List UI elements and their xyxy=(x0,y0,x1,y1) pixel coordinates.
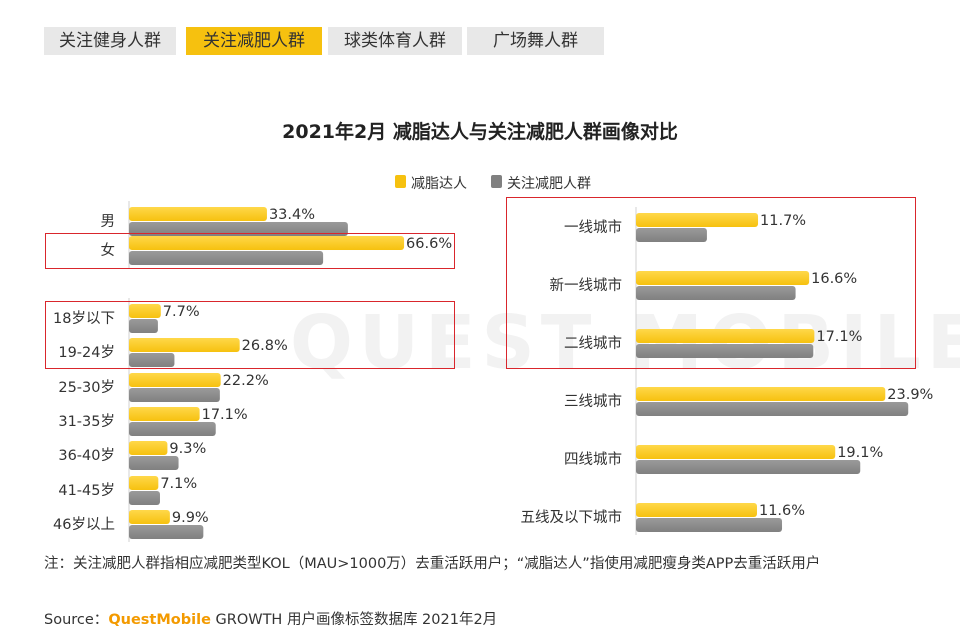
city_tier-bar-followers xyxy=(636,344,814,358)
age-bar-dieters xyxy=(129,476,159,490)
tab-fitness[interactable]: 关注健身人群 xyxy=(44,27,176,55)
city_tier-value-label: 11.6% xyxy=(759,503,805,519)
legend-label-a: 减脂达人 xyxy=(411,176,467,192)
city_tier-category-label: 五线及以下城市 xyxy=(521,509,623,526)
age-value-label: 17.1% xyxy=(202,407,248,423)
source-suffix: GROWTH 用户画像标签数据库 2021年2月 xyxy=(210,612,498,628)
gender-bar-followers xyxy=(129,222,348,236)
age-bar-followers xyxy=(129,422,216,436)
source-line: Source：QuestMobile GROWTH 用户画像标签数据库 2021… xyxy=(44,608,497,629)
age-bar-followers xyxy=(129,525,204,539)
source-prefix: Source： xyxy=(44,612,109,628)
gender-bar-dieters xyxy=(129,236,405,250)
gender-category-label: 女 xyxy=(101,241,116,259)
city_tier-category-label: 新一线城市 xyxy=(550,277,623,294)
highlight-box-gender xyxy=(45,233,455,269)
age-value-label: 7.1% xyxy=(160,476,197,492)
city_tier-bar-dieters xyxy=(636,503,757,517)
age-value-label: 9.9% xyxy=(172,510,209,526)
city_tier-bar-followers xyxy=(636,518,783,532)
city_tier-value-label: 11.7% xyxy=(760,213,806,229)
city_tier-bar-dieters xyxy=(636,271,810,285)
city_tier-value-label: 16.6% xyxy=(811,271,857,287)
age-category-label: 18岁以下 xyxy=(53,310,115,327)
legend-swatch-b xyxy=(491,175,502,188)
city_tier-category-label: 二线城市 xyxy=(564,335,622,352)
gender-value-label: 66.6% xyxy=(406,236,452,252)
age-category-label: 25-30岁 xyxy=(58,379,115,396)
age-bar-dieters xyxy=(129,304,161,318)
tab-ball-sports[interactable]: 球类体育人群 xyxy=(328,27,462,55)
city_tier-category-label: 三线城市 xyxy=(564,393,622,410)
age-bar-followers xyxy=(129,319,158,333)
gender-bar-followers xyxy=(129,251,324,265)
highlight-box-age xyxy=(45,301,455,369)
age-value-label: 26.8% xyxy=(242,338,288,354)
footnote: 注：关注减肥人群指相应减肥类型KOL（MAU>1000万）去重活跃用户；“减脂达… xyxy=(44,556,821,572)
watermark-text: QUEST MOBILE xyxy=(290,300,960,386)
age-bar-dieters xyxy=(129,407,200,421)
gender-bar-dieters xyxy=(129,207,267,221)
tab-weight-loss[interactable]: 关注减肥人群 xyxy=(186,27,322,55)
legend-swatch-a xyxy=(395,175,406,188)
age-bar-dieters xyxy=(129,510,170,524)
gender-value-label: 33.4% xyxy=(269,207,315,223)
city_tier-bar-followers xyxy=(636,402,909,416)
age-bar-dieters xyxy=(129,338,240,352)
age-bar-followers xyxy=(129,491,160,505)
source-brand: QuestMobile xyxy=(108,612,211,628)
city_tier-value-label: 19.1% xyxy=(837,445,883,461)
age-bar-dieters xyxy=(129,373,221,387)
city_tier-category-label: 四线城市 xyxy=(564,451,622,468)
tab-square-dance[interactable]: 广场舞人群 xyxy=(467,27,604,55)
age-category-label: 46岁以上 xyxy=(53,516,115,533)
age-category-label: 31-35岁 xyxy=(58,413,115,430)
city_tier-value-label: 17.1% xyxy=(816,329,862,345)
city_tier-bar-dieters xyxy=(636,213,759,227)
city_tier-bar-dieters xyxy=(636,329,815,343)
legend-label-b: 关注减肥人群 xyxy=(507,176,591,192)
age-category-label: 36-40岁 xyxy=(58,447,115,464)
age-value-label: 7.7% xyxy=(163,304,200,320)
chart-title: 2021年2月 减脂达人与关注减肥人群画像对比 xyxy=(282,121,678,143)
city_tier-bar-dieters xyxy=(636,445,836,459)
age-bar-followers xyxy=(129,456,179,470)
highlight-box-city xyxy=(506,197,916,369)
age-bar-followers xyxy=(129,353,175,367)
city_tier-bar-followers xyxy=(636,460,861,474)
age-value-label: 9.3% xyxy=(169,441,206,457)
city_tier-bar-dieters xyxy=(636,387,886,401)
age-category-label: 19-24岁 xyxy=(58,344,115,361)
city_tier-bar-followers xyxy=(636,228,707,242)
city_tier-category-label: 一线城市 xyxy=(564,219,622,236)
age-bar-followers xyxy=(129,388,220,402)
gender-category-label: 男 xyxy=(101,214,116,230)
city_tier-bar-followers xyxy=(636,286,796,300)
age-bar-dieters xyxy=(129,441,168,455)
age-value-label: 22.2% xyxy=(223,373,269,389)
bar-chart: 男 33.4% 女 66.6% 18岁以下 7.7% 19-24岁 26.8% 25-30岁 22… xyxy=(53,201,933,542)
age-category-label: 41-45岁 xyxy=(58,482,115,499)
city_tier-value-label: 23.9% xyxy=(887,387,933,403)
